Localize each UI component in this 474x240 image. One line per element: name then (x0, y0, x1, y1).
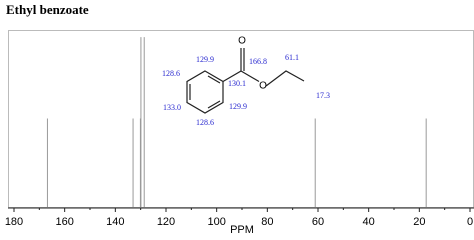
shift-label: 61.1 (285, 53, 299, 62)
atom-label: O (259, 81, 267, 92)
ring-double-bonds (189, 75, 221, 109)
x-tick-label: 20 (413, 216, 425, 228)
atom-label: O (238, 36, 246, 47)
x-tick-label: 0 (467, 216, 473, 228)
x-tick-label: 40 (363, 216, 375, 228)
shift-label: 128.6 (196, 118, 214, 127)
shift-label: 133.0 (163, 103, 181, 112)
benzene-ring (186, 70, 224, 114)
x-tick-label: 80 (261, 216, 273, 228)
x-tick-label: 180 (5, 216, 23, 228)
x-tick-label: 160 (55, 216, 73, 228)
shift-label: 129.9 (196, 55, 214, 64)
x-tick-label: 120 (157, 216, 175, 228)
x-tick-label: 60 (312, 216, 324, 228)
shift-label: 17.3 (316, 91, 330, 100)
molecule: O O 129.9 128.6 130.1 166.8 133.0 129.9 … (162, 36, 330, 127)
shift-label: 166.8 (249, 57, 267, 66)
chart-title: Ethyl benzoate (6, 2, 89, 17)
shift-label: 128.6 (162, 69, 180, 78)
x-axis-label: PPM (230, 224, 254, 236)
shift-label: 129.9 (229, 102, 247, 111)
ester-bonds (222, 48, 305, 87)
x-tick-label: 100 (207, 216, 225, 228)
shift-label: 130.1 (228, 79, 246, 88)
x-tick-label: 140 (106, 216, 124, 228)
